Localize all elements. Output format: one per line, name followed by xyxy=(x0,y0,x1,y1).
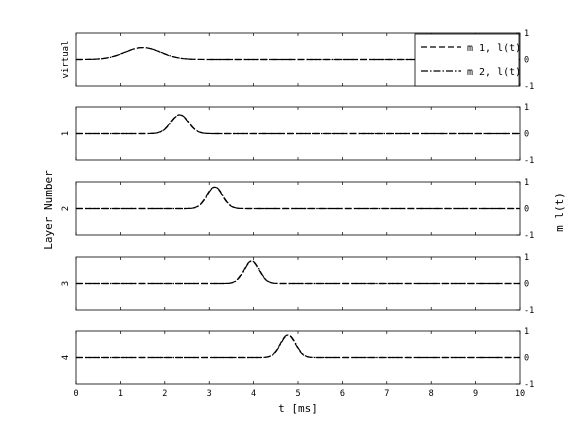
series-line-m1 xyxy=(76,260,520,285)
x-tick-label: 0 xyxy=(73,389,78,399)
x-tick-label: 3 xyxy=(207,389,212,399)
y-tick-label: 1 xyxy=(524,327,529,337)
panel-label: 1 xyxy=(61,131,71,136)
series-line-m1 xyxy=(76,186,520,210)
panel-label: 2 xyxy=(61,206,71,211)
x-tick-label: 10 xyxy=(515,389,525,399)
x-tick-label: 8 xyxy=(429,389,434,399)
series-line-m2 xyxy=(76,260,520,285)
y-tick-label: 0 xyxy=(524,280,529,290)
series-line-m2 xyxy=(76,334,520,359)
y-tick-label: 1 xyxy=(524,103,529,113)
x-tick-label: 2 xyxy=(162,389,167,399)
series-line-m1 xyxy=(76,114,520,135)
x-tick-label: 5 xyxy=(295,389,300,399)
series-line-m2 xyxy=(76,114,520,135)
y-axis-label-left: Layer Number xyxy=(42,170,55,250)
series-line-m2 xyxy=(76,186,520,210)
y-tick-label: 0 xyxy=(524,56,529,66)
x-tick-label: 7 xyxy=(384,389,389,399)
series-line-m2 xyxy=(76,46,520,61)
y-tick-label: 1 xyxy=(524,29,529,39)
y-tick-label: -1 xyxy=(524,82,534,92)
panel-label: 3 xyxy=(61,281,71,286)
x-axis-label: t [ms] xyxy=(278,402,318,415)
x-tick-label: 9 xyxy=(473,389,478,399)
y-axis-label-right: m l(t) xyxy=(553,192,566,232)
y-tick-label: 0 xyxy=(524,130,529,140)
y-tick-label: 0 xyxy=(524,205,529,215)
panel-label: virtual xyxy=(61,41,71,79)
y-tick-label: -1 xyxy=(524,380,534,390)
series-line-m1 xyxy=(76,334,520,359)
legend-label: m 1, l(t) xyxy=(467,43,521,54)
y-tick-label: -1 xyxy=(524,231,534,241)
y-tick-label: 0 xyxy=(524,354,529,364)
x-tick-label: 6 xyxy=(340,389,345,399)
x-tick-label: 1 xyxy=(118,389,123,399)
y-tick-label: -1 xyxy=(524,156,534,166)
y-tick-label: -1 xyxy=(524,306,534,316)
legend-label: m 2, l(t) xyxy=(467,67,521,78)
y-tick-label: 1 xyxy=(524,178,529,188)
legend-box xyxy=(414,33,520,87)
x-tick-label: 4 xyxy=(251,389,256,399)
y-tick-label: 1 xyxy=(524,253,529,263)
panel-label: 4 xyxy=(61,355,71,360)
